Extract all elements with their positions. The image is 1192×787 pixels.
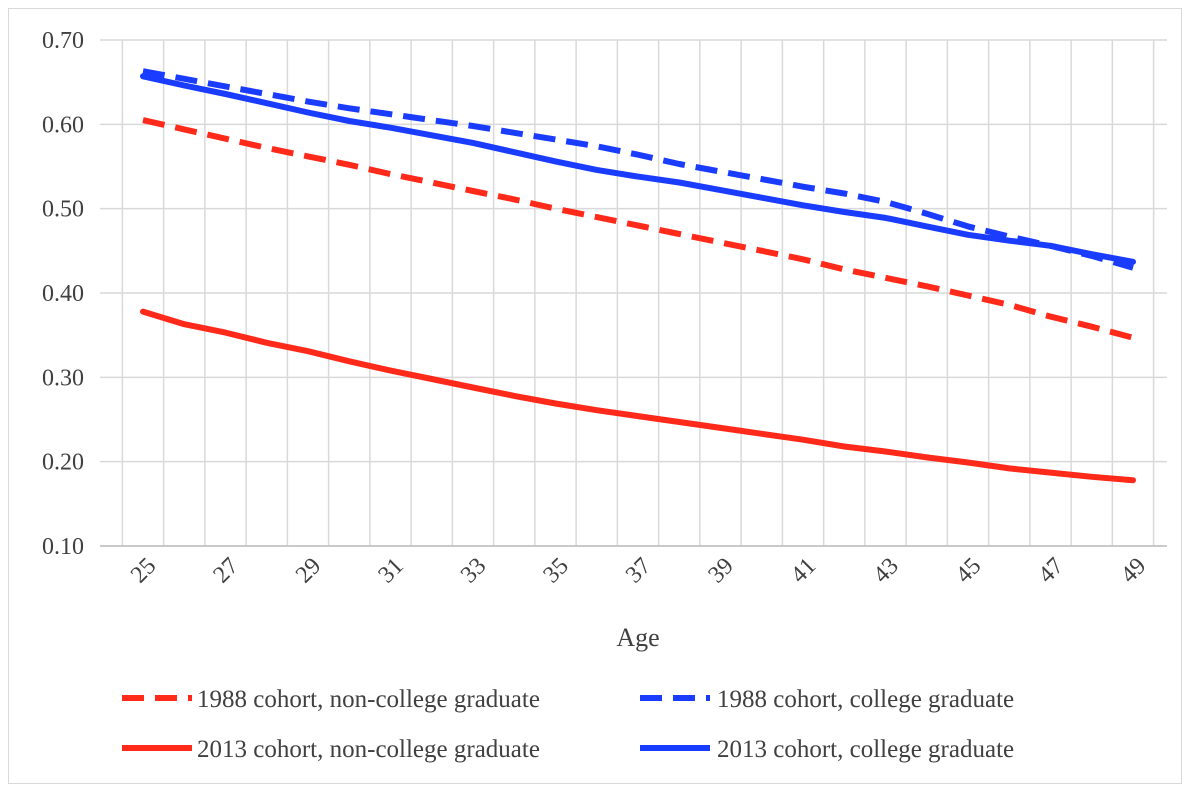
x-axis-title: Age	[616, 623, 659, 652]
x-tick-label: 33	[456, 553, 491, 588]
plot-lines	[140, 68, 1136, 484]
y-tick-label: 0.20	[42, 450, 84, 476]
y-tick-label: 0.70	[42, 28, 84, 54]
legend-label: 2013 cohort, non-college graduate	[197, 736, 540, 763]
series-line	[140, 308, 1136, 484]
legend: 1988 cohort, non-college graduate 1988 co…	[122, 686, 1014, 763]
x-tick-label: 27	[209, 553, 244, 588]
series-line	[142, 68, 1134, 271]
series-line	[142, 117, 1134, 341]
y-tick-label: 0.30	[42, 365, 84, 391]
legend-label: 1988 cohort, non-college graduate	[197, 686, 540, 713]
x-tick-label: 35	[539, 553, 574, 588]
x-axis-tick-labels: 25 27 29 31 33 35 37 39 41 43 45 47 49	[126, 553, 1151, 588]
y-tick-label: 0.60	[42, 112, 84, 138]
x-tick-label: 37	[621, 553, 656, 588]
y-tick-label: 0.40	[42, 281, 84, 307]
x-tick-label: 25	[126, 553, 161, 588]
x-tick-label: 45	[951, 553, 986, 588]
x-tick-label: 49	[1116, 553, 1151, 588]
legend-label: 1988 cohort, college graduate	[717, 686, 1014, 713]
y-tick-label: 0.10	[42, 534, 84, 560]
legend-label: 2013 cohort, college graduate	[717, 736, 1014, 763]
x-tick-label: 29	[291, 553, 326, 588]
chart-frame	[8, 8, 1182, 784]
x-tick-label: 31	[374, 553, 409, 588]
y-tick-label: 0.50	[42, 197, 84, 223]
x-tick-label: 43	[869, 553, 904, 588]
x-tick-label: 39	[704, 553, 739, 588]
y-axis-tick-labels: 0.10 0.20 0.30 0.40 0.50 0.60 0.70	[42, 28, 84, 560]
x-tick-label: 41	[786, 553, 821, 588]
x-tick-label: 47	[1034, 553, 1069, 588]
series-line	[140, 73, 1136, 265]
